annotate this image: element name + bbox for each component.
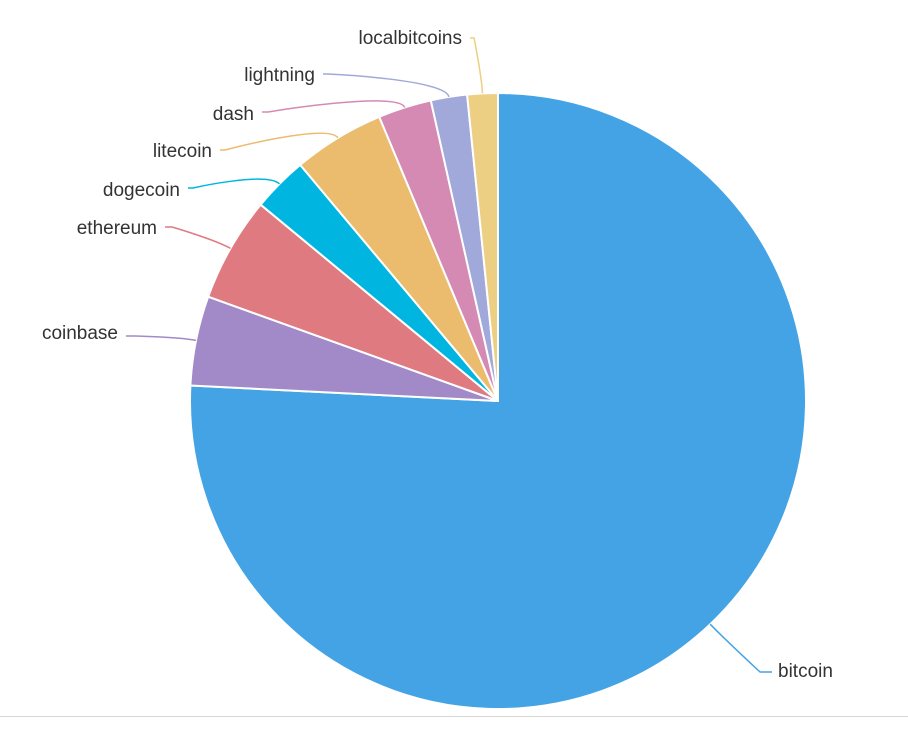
slice-label-coinbase: coinbase [42, 323, 118, 344]
connector-litecoin [220, 132, 339, 151]
slice-label-localbitcoins: localbitcoins [359, 28, 463, 49]
connector-ethereum [165, 226, 231, 250]
connector-lightning [323, 73, 450, 98]
connectors-layer [126, 37, 772, 673]
connector-dash [262, 100, 406, 113]
connector-dogecoin [188, 178, 281, 189]
slice-label-lightning: lightning [244, 65, 315, 86]
slice-label-bitcoin: bitcoin [778, 661, 833, 682]
slice-label-dash: dash [213, 104, 254, 125]
connector-coinbase [126, 335, 197, 342]
connector-localbitcoins [470, 37, 484, 94]
bottom-divider [0, 716, 908, 717]
slices-layer [189, 92, 807, 710]
slice-label-ethereum: ethereum [77, 218, 157, 239]
pie-slice-bitcoin[interactable] [189, 92, 807, 710]
slice-label-litecoin: litecoin [153, 141, 212, 162]
labels-layer: bitcoin coinbase ethereum dogecoin litecoind… [42, 28, 833, 682]
connector-bitcoin [709, 623, 772, 673]
slice-label-dogecoin: dogecoin [103, 180, 180, 201]
